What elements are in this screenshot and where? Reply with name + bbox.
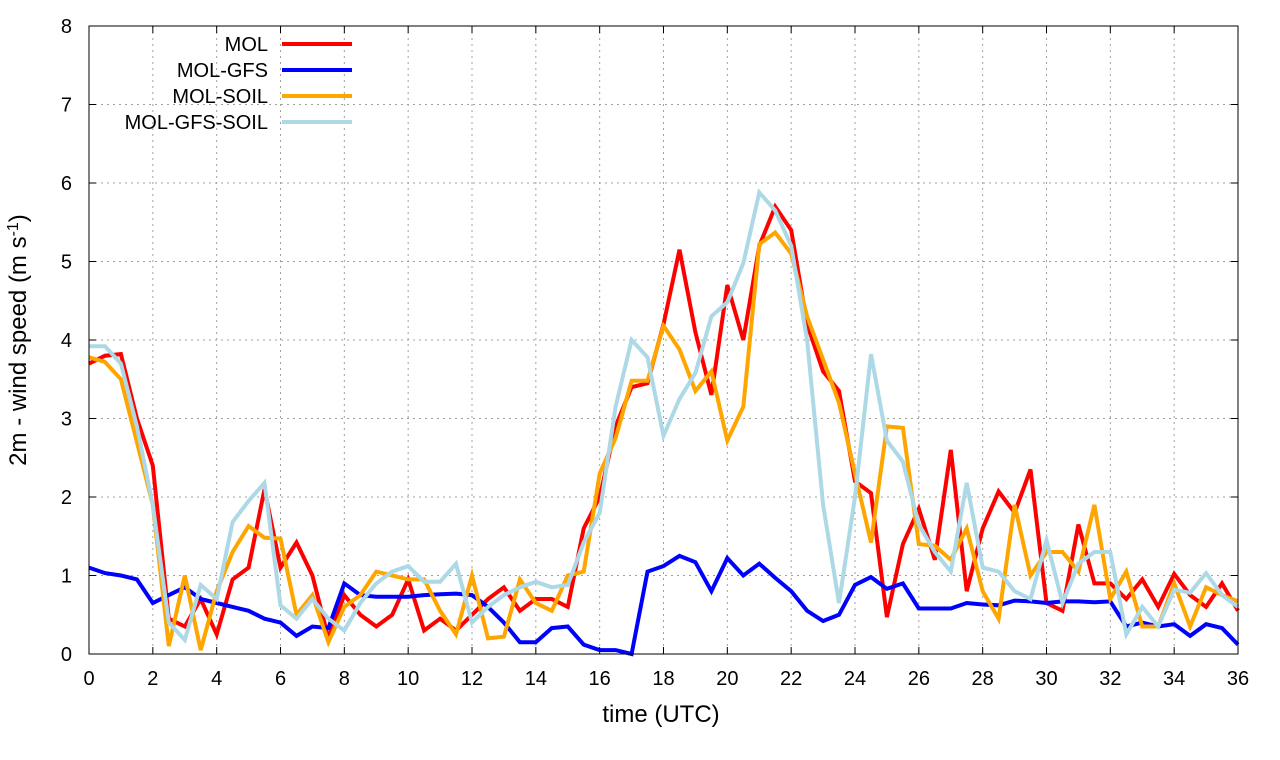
x-tick-label: 18 — [652, 668, 674, 690]
x-tick-label: 2 — [147, 668, 158, 690]
y-axis-label-tail: ) — [5, 214, 32, 222]
legend: MOL MOL-GFS MOL-SOIL MOL-GFS-SOIL — [125, 34, 352, 134]
x-tick-label: 0 — [83, 668, 94, 690]
y-axis-label-superscript: -1 — [5, 222, 22, 236]
legend-label-mol-gfs-soil: MOL-GFS-SOIL — [125, 112, 268, 134]
series-line-mol-soil — [88, 229, 1239, 651]
y-tick-label: 3 — [61, 409, 72, 431]
y-tick-label: 1 — [61, 566, 72, 588]
y-tick-label: 8 — [61, 16, 72, 38]
x-tick-label: 22 — [780, 668, 802, 690]
x-tick-label: 12 — [461, 668, 483, 690]
x-tick-label: 16 — [589, 668, 611, 690]
x-tick-label: 34 — [1163, 668, 1185, 690]
x-tick-label: 6 — [275, 668, 286, 690]
x-tick-label: 14 — [525, 668, 547, 690]
x-tick-label: 10 — [397, 668, 419, 690]
x-axis-label: time (UTC) — [602, 701, 719, 728]
grid-lines — [89, 26, 1238, 654]
y-tick-label: 6 — [61, 173, 72, 195]
series-line-mol-gfs-soil — [89, 188, 1240, 644]
x-tick-label: 32 — [1099, 668, 1121, 690]
series-line-mol-gfs — [88, 553, 1240, 657]
legend-label-mol-soil: MOL-SOIL — [172, 86, 268, 108]
legend-label-mol-gfs: MOL-GFS — [177, 60, 268, 82]
axis-ticks — [88, 25, 1239, 655]
series-layer — [88, 188, 1240, 657]
x-tick-label: 8 — [339, 668, 350, 690]
y-tick-label: 4 — [61, 330, 72, 352]
y-tick-label: 7 — [61, 95, 72, 117]
y-tick-label: 0 — [61, 644, 72, 666]
x-tick-label: 26 — [908, 668, 930, 690]
y-axis-label: 2m - wind speed (m s-1) — [5, 214, 33, 466]
y-tick-label: 5 — [61, 252, 72, 274]
y-tick-labels: 0 1 2 3 4 5 6 7 8 — [61, 16, 72, 666]
x-tick-labels: 0 2 4 6 8 10 12 14 16 18 20 22 24 26 28 30 32 34 36 — [83, 668, 1249, 690]
x-tick-label: 4 — [211, 668, 222, 690]
x-tick-label: 20 — [716, 668, 738, 690]
legend-label-mol: MOL — [225, 34, 268, 56]
x-tick-label: 24 — [844, 668, 866, 690]
y-tick-label: 2 — [61, 487, 72, 509]
y-axis-label-main: 2m - wind speed (m s — [5, 236, 32, 465]
x-tick-label: 28 — [972, 668, 994, 690]
x-tick-label: 30 — [1035, 668, 1057, 690]
x-tick-label: 36 — [1227, 668, 1249, 690]
